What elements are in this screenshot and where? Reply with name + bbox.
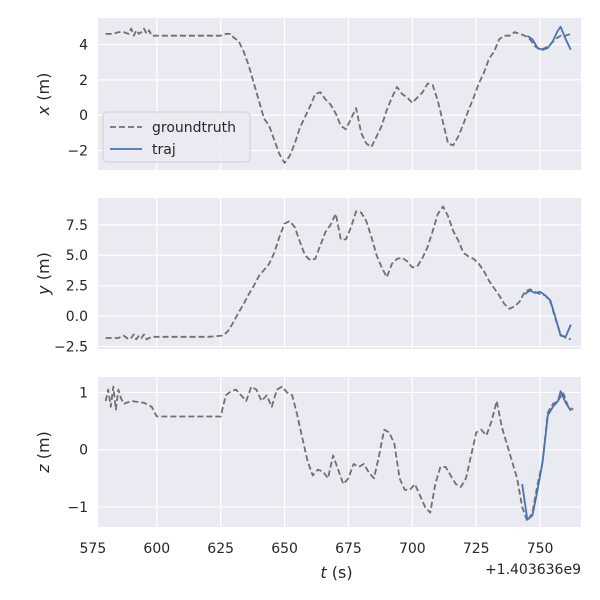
legend-entry-groundtruth: groundtruth <box>152 120 236 136</box>
x-tick-label: 650 <box>271 541 298 557</box>
series-traj-line <box>521 390 572 521</box>
y-tick-label: 5.0 <box>66 248 88 264</box>
x-tick-label: 750 <box>527 541 554 557</box>
panel-z-background <box>98 377 581 527</box>
y-tick-label: 2 <box>79 73 88 89</box>
x-tick-label: 625 <box>207 541 234 557</box>
x-tick-label: 575 <box>80 541 107 557</box>
y-tick-label: −2.5 <box>54 340 88 356</box>
series-traj-line <box>524 289 572 338</box>
y-tick-label: 0 <box>79 443 88 459</box>
series-groundtruth-line <box>104 385 574 523</box>
y-tick-label: 4 <box>79 38 88 54</box>
legend-entry-traj: traj <box>152 142 176 158</box>
series-traj-line <box>526 25 572 51</box>
y-tick-label: 7.5 <box>66 218 88 234</box>
series-groundtruth-line <box>105 27 572 164</box>
y-tick-label: 2.5 <box>66 279 88 295</box>
x-tick-label: 600 <box>143 541 170 557</box>
y-tick-label: −2 <box>67 144 88 160</box>
y-tick-label: −1 <box>67 500 88 516</box>
x-tick-label: 700 <box>399 541 426 557</box>
y-axis-label: y (m) <box>34 252 53 296</box>
x-axis-label: t (s) <box>320 563 352 582</box>
series-groundtruth-line <box>105 205 572 341</box>
panel-y-background <box>98 198 581 349</box>
y-axis-label: z (m) <box>34 431 53 474</box>
x-offset-label: +1.403636e9 <box>485 562 581 578</box>
y-tick-label: 0 <box>79 108 88 124</box>
x-tick-label: 725 <box>463 541 490 557</box>
y-axis-label: x (m) <box>34 73 53 117</box>
x-tick-label: 675 <box>335 541 362 557</box>
y-tick-label: 1 <box>79 385 88 401</box>
y-tick-label: 0.0 <box>66 309 88 325</box>
